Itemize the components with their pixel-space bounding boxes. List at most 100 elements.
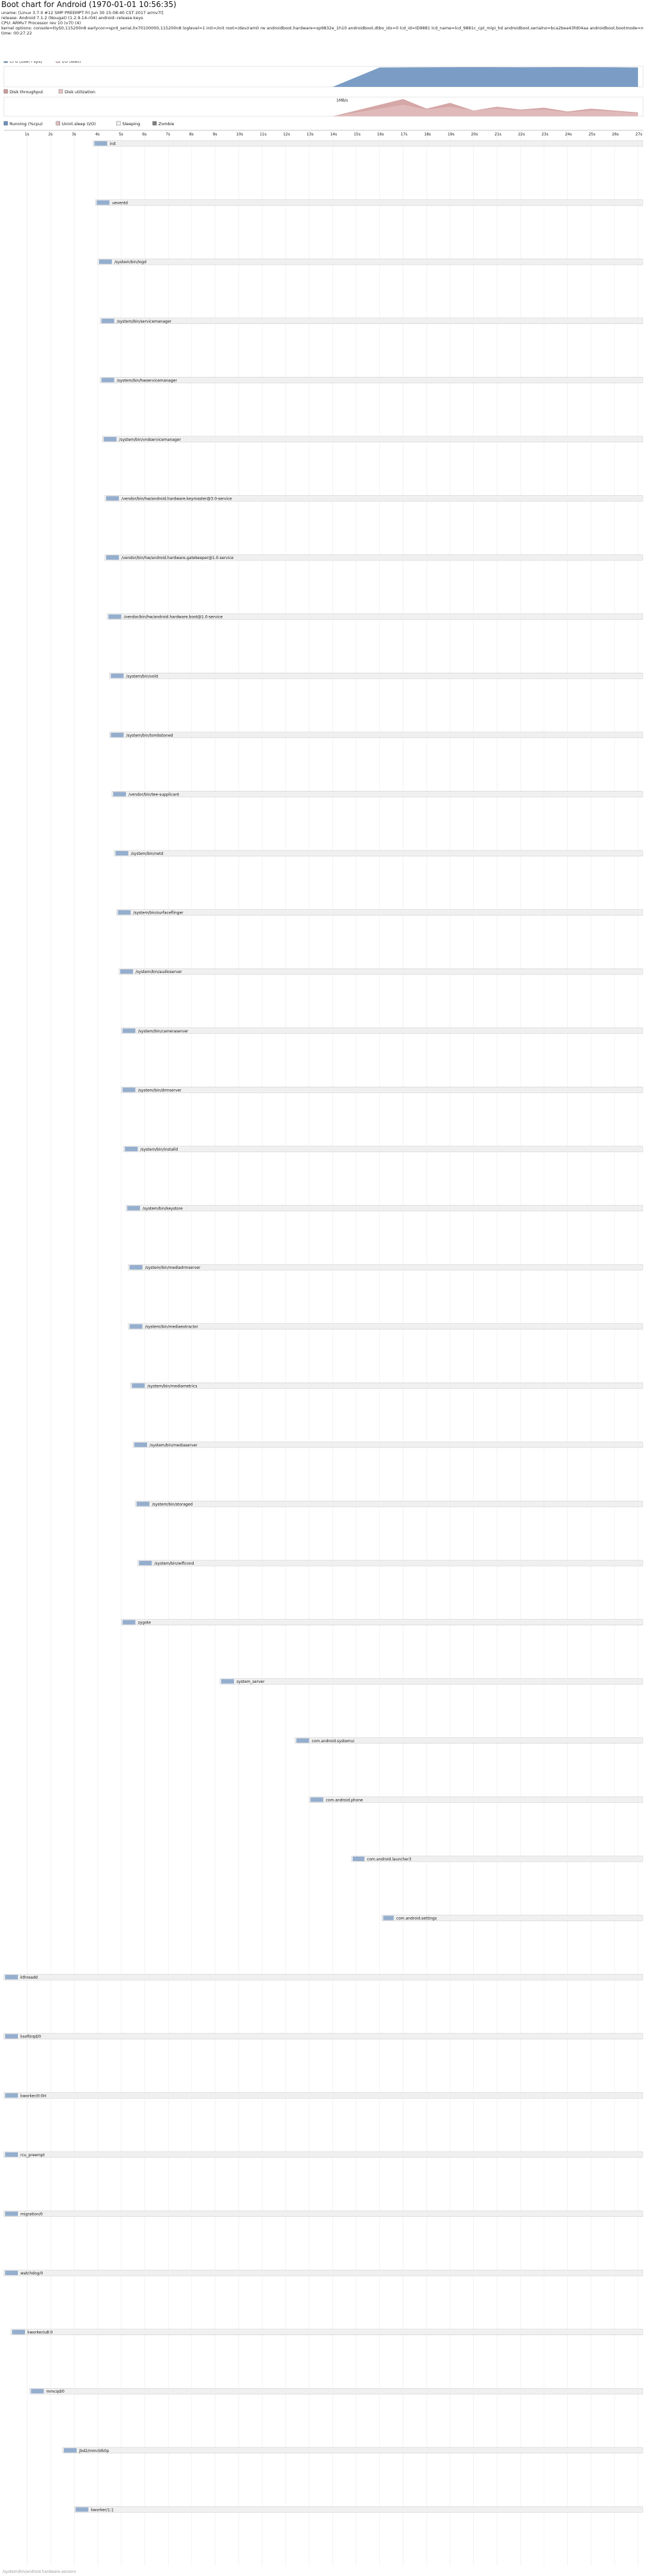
process-label-24: /system/bin/wificond: [154, 1561, 194, 1566]
process-label-25: zygote: [138, 1621, 152, 1625]
process-tick-18: 19s: [448, 132, 455, 137]
disk-chart-legend-label-0: Disk throughput: [10, 89, 43, 95]
process-bar-16: [121, 1087, 643, 1093]
process-tick-2: 3s: [72, 132, 76, 137]
process-label-33: kworker/0:0H: [20, 2094, 46, 2098]
process-legend-swatch-1: [56, 121, 61, 126]
process-run-35: [5, 2211, 18, 2216]
process-tick-8: 9s: [213, 132, 217, 137]
process-bar-32: [3, 2033, 643, 2039]
process-label-39: jbd2/mmcblk0p: [79, 2449, 109, 2453]
process-run-17: [125, 1146, 138, 1151]
process-bar-19: [128, 1264, 643, 1271]
process-run-23: [136, 1501, 150, 1506]
disk-chart-legend-swatch-1: [58, 89, 63, 94]
process-tick-17: 18s: [424, 132, 431, 137]
process-bar-18: [125, 1205, 643, 1211]
process-tick-16: 17s: [401, 132, 408, 137]
process-bar-35: [3, 2211, 643, 2217]
process-tick-24: 25s: [588, 132, 595, 137]
process-bar-40: [74, 2506, 643, 2513]
process-label-32: ksoftirqd/0: [20, 2035, 41, 2039]
process-bar-30: [382, 1915, 643, 1921]
process-tick-7: 8s: [189, 132, 194, 137]
process-label-17: /system/bin/installd: [140, 1147, 178, 1152]
process-legend-swatch-3: [152, 121, 157, 126]
process-label-18: /system/bin/keystore: [143, 1207, 183, 1211]
cpu-chart-legend-label-1: I/O (wait): [62, 61, 81, 64]
process-bar-29: [351, 1855, 643, 1862]
process-tick-15: 16s: [377, 132, 384, 137]
process-legend-swatch-0: [3, 121, 8, 126]
process-run-11: [113, 792, 126, 797]
process-tick-19: 20s: [471, 132, 478, 137]
cpu-chart-legend-swatch-0: [3, 61, 8, 63]
process-tick-23: 24s: [565, 132, 572, 137]
process-run-40: [75, 2507, 89, 2512]
process-bar-13: [116, 909, 643, 916]
process-run-19: [129, 1265, 143, 1270]
process-run-15: [122, 1028, 136, 1033]
process-bar-38: [29, 2388, 643, 2395]
process-label-10: /system/bin/tombstoned: [126, 733, 173, 738]
process-run-3: [101, 318, 114, 323]
process-label-2: /system/bin/logd: [114, 260, 146, 264]
process-label-15: /system/bin/cameraserver: [138, 1029, 189, 1034]
process-run-12: [115, 851, 129, 856]
process-tick-20: 21s: [494, 132, 501, 137]
disk-chart-annotation: 1MB/s: [336, 98, 348, 103]
process-bar-27: [295, 1737, 643, 1744]
process-tick-1: 2s: [48, 132, 52, 137]
process-run-16: [122, 1087, 136, 1092]
process-legend-label-3: Zombie: [159, 121, 175, 126]
process-tick-9: 10s: [236, 132, 243, 137]
process-label-3: /system/bin/servicemanager: [117, 319, 172, 324]
process-label-6: /vendor/bin/hw/android.hardware.keymaste…: [121, 497, 232, 502]
process-run-0: [94, 141, 107, 146]
process-tick-10: 11s: [260, 132, 267, 137]
process-bar-25: [121, 1619, 643, 1625]
process-run-5: [104, 436, 117, 441]
process-bar-10: [109, 732, 643, 739]
process-bar-23: [135, 1501, 643, 1507]
process-run-38: [31, 2389, 44, 2394]
chart-title: Boot chart for Android (1970-01-01 10:56…: [1, 0, 176, 9]
kernel-options-line: kernel options: console=ttyS0,115200n8 e…: [1, 26, 643, 31]
process-label-30: com.android.settings: [396, 1917, 437, 1921]
process-legend-swatch-2: [116, 121, 121, 126]
process-label-31: kthreadd: [20, 1975, 38, 1980]
process-label-21: /system/bin/mediametrics: [147, 1384, 197, 1388]
process-run-33: [5, 2093, 18, 2098]
process-tick-11: 12s: [283, 132, 290, 137]
process-bar-21: [130, 1383, 643, 1389]
process-tick-25: 26s: [612, 132, 619, 137]
process-run-9: [111, 673, 124, 678]
process-label-13: /system/bin/surfaceflinger: [133, 911, 183, 916]
process-label-35: migration/0: [20, 2212, 43, 2216]
process-tick-0: 1s: [25, 132, 29, 137]
footer-label: /system/bin/android.hardware.sensors: [3, 2570, 76, 2574]
process-label-9: /system/bin/vold: [126, 674, 158, 678]
process-run-25: [122, 1620, 136, 1625]
process-tick-21: 22s: [518, 132, 525, 137]
process-label-5: /system/bin/vndservicemanager: [119, 438, 181, 442]
process-run-20: [129, 1324, 143, 1329]
process-tick-12: 13s: [307, 132, 314, 137]
process-run-37: [12, 2329, 26, 2334]
process-bar-9: [109, 673, 643, 679]
process-label-36: watchdog/0: [20, 2271, 43, 2276]
process-run-8: [108, 614, 121, 619]
process-label-37: kworker/u8:0: [27, 2331, 53, 2335]
process-label-22: /system/bin/mediaserver: [150, 1443, 198, 1448]
process-tick-4: 5s: [119, 132, 123, 137]
process-bar-14: [118, 968, 643, 975]
process-run-2: [98, 259, 112, 264]
process-bar-26: [219, 1678, 643, 1685]
process-run-4: [101, 378, 114, 383]
process-run-18: [127, 1206, 141, 1211]
process-bar-2: [97, 258, 643, 265]
process-label-28: com.android.phone: [326, 1798, 363, 1802]
process-run-10: [111, 732, 124, 737]
process-run-1: [97, 200, 110, 205]
process-legend-label-2: Sleeping: [122, 121, 140, 126]
